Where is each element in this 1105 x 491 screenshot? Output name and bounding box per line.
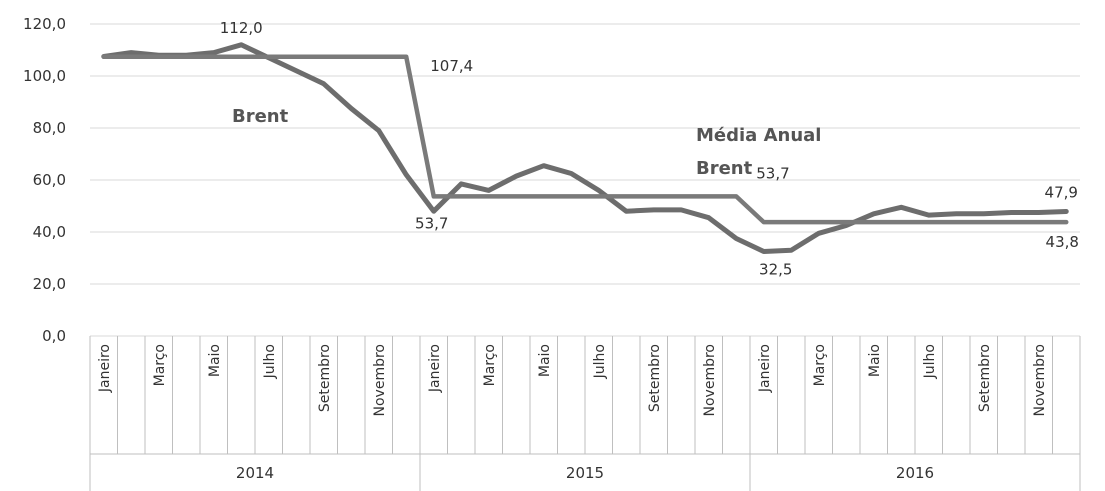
x-tick-label: Março (812, 344, 828, 386)
annotation-media-anual: Média Anual (696, 125, 821, 146)
year-label: 2014 (236, 464, 274, 482)
data-label: 43,8 (1046, 233, 1079, 251)
data-label: 32,5 (759, 261, 792, 279)
annotation-media-anual-brent: Brent (696, 158, 753, 179)
y-tick-label: 100,0 (23, 67, 66, 85)
x-tick-label: Maio (867, 344, 883, 377)
year-label: 2015 (566, 464, 604, 482)
data-label: 107,4 (430, 57, 473, 75)
x-tick-label: Julho (592, 344, 608, 379)
x-tick-label: Setembro (647, 344, 663, 412)
x-tick-label: Março (482, 344, 498, 386)
x-axis: Janeiro Março Maio Julho Setembro Novembro 201… (89, 336, 1081, 491)
x-tick-label: Maio (207, 344, 223, 377)
x-tick-label: Julho (922, 344, 938, 379)
y-tick-label: 20,0 (33, 275, 66, 293)
x-tick-label: Julho (262, 344, 278, 379)
x-tick-label: Setembro (317, 344, 333, 412)
data-label: 53,7 (756, 164, 789, 182)
y-tick-label: 40,0 (33, 223, 66, 241)
annotations: Brent Média Anual Brent (232, 106, 821, 179)
x-tick-label: Janeiro (757, 344, 773, 393)
data-label: 47,9 (1045, 183, 1078, 201)
x-tick-label: Março (152, 344, 168, 386)
x-tick-label: Maio (537, 344, 553, 377)
data-label: 112,0 (220, 19, 263, 37)
x-tick-label: Novembro (702, 344, 718, 416)
y-tick-label: 0,0 (42, 327, 66, 345)
gridlines (90, 23, 1080, 337)
y-tick-label: 60,0 (33, 171, 66, 189)
annotation-brent: Brent (232, 106, 289, 127)
data-label: 53,7 (415, 214, 448, 232)
series-line-media-anual (101, 54, 1069, 225)
x-tick-label: Novembro (372, 344, 388, 416)
x-tick-label: Janeiro (427, 344, 443, 393)
x-tick-label: Novembro (1032, 344, 1048, 416)
x-tick-label: Setembro (977, 344, 993, 412)
y-tick-label: 80,0 (33, 119, 66, 137)
year-label: 2016 (896, 464, 934, 482)
x-tick-label: Janeiro (97, 344, 113, 393)
plot-area (101, 42, 1069, 254)
y-axis: 0,0 20,0 40,0 60,0 80,0 100,0 120,0 (23, 15, 66, 345)
data-labels: 112,0 107,4 53,7 53,7 32,5 47,9 43,8 (220, 19, 1079, 279)
y-tick-label: 120,0 (23, 15, 66, 33)
